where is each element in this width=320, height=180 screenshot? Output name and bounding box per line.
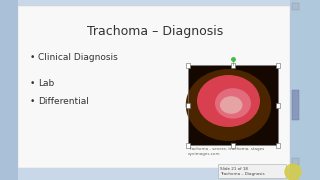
Text: •: • bbox=[30, 53, 36, 62]
Bar bbox=[186, 143, 190, 147]
Circle shape bbox=[285, 164, 301, 180]
Text: Lab: Lab bbox=[38, 80, 54, 89]
Text: Differential: Differential bbox=[38, 98, 89, 107]
Text: Slide 21 of 18: Slide 21 of 18 bbox=[220, 167, 248, 171]
Bar bbox=[276, 62, 280, 68]
Bar bbox=[292, 158, 299, 165]
Text: •: • bbox=[30, 80, 36, 89]
Bar bbox=[292, 3, 299, 10]
Bar bbox=[276, 102, 280, 107]
Bar bbox=[231, 62, 235, 68]
Bar bbox=[18, 168, 290, 180]
Bar bbox=[218, 164, 286, 178]
Ellipse shape bbox=[215, 88, 251, 119]
Bar bbox=[231, 143, 235, 147]
Bar bbox=[186, 102, 190, 107]
Ellipse shape bbox=[186, 69, 271, 141]
Text: Trachoma - severe, trachoma, stages
eyeimages.com: Trachoma - severe, trachoma, stages eyei… bbox=[188, 147, 264, 156]
Text: Trachoma – Diagnosis: Trachoma – Diagnosis bbox=[87, 25, 223, 38]
Text: Trachoma – Diagnosis: Trachoma – Diagnosis bbox=[220, 172, 265, 176]
Ellipse shape bbox=[220, 96, 243, 114]
Text: •: • bbox=[30, 98, 36, 107]
Bar bbox=[290, 0, 320, 180]
Bar bbox=[186, 62, 190, 68]
Bar bbox=[292, 90, 299, 120]
Bar bbox=[188, 65, 278, 145]
Ellipse shape bbox=[197, 75, 260, 127]
Bar bbox=[188, 65, 278, 145]
Bar bbox=[276, 143, 280, 147]
Bar bbox=[0, 0, 18, 180]
Bar bbox=[18, 6, 290, 168]
Text: Clinical Diagnosis: Clinical Diagnosis bbox=[38, 53, 118, 62]
